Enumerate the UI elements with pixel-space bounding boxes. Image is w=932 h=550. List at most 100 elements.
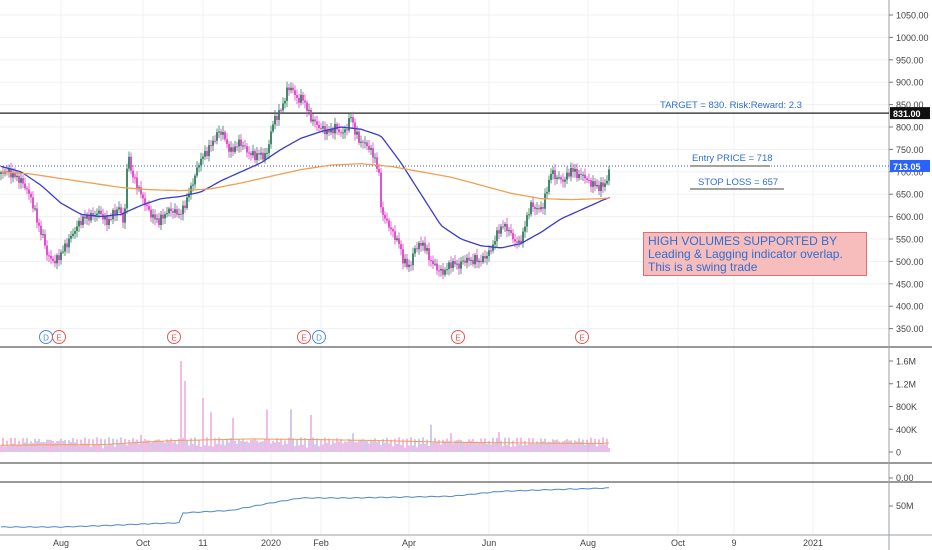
volume-bar (262, 441, 263, 452)
event-label: E (56, 334, 61, 343)
volume-bar (174, 441, 175, 452)
candle-body (504, 224, 506, 226)
volume-bar (442, 440, 443, 452)
candle-body (36, 208, 38, 222)
dividend-event-marker[interactable]: D (313, 331, 326, 344)
candle-body (358, 132, 360, 143)
candle-body (494, 241, 496, 244)
candle-body (192, 185, 194, 186)
volume-bar (92, 439, 93, 452)
candle-body (250, 153, 252, 155)
candle-body (122, 213, 124, 223)
candle-body (598, 185, 600, 191)
volume-bar (200, 447, 201, 452)
y-tick-label: 500.00 (896, 257, 924, 267)
volume-bar (606, 439, 607, 452)
earnings-event-marker[interactable]: E (576, 331, 589, 344)
volume-bar (342, 443, 343, 452)
volume-bar (102, 448, 103, 452)
volume-bar (186, 440, 187, 452)
earnings-event-marker[interactable]: E (452, 331, 465, 344)
candle-body (458, 264, 460, 269)
y-tick-label: 900.00 (896, 78, 924, 88)
candle-body (518, 241, 520, 243)
volume-bar (276, 438, 277, 452)
volume-bar (504, 438, 505, 452)
candle-body (154, 214, 156, 219)
candle-body (294, 90, 296, 95)
candle-body (42, 234, 44, 235)
volume-bar (348, 439, 349, 452)
volume-bar (458, 439, 459, 452)
candle-body (278, 110, 280, 120)
candle-body (490, 250, 492, 251)
candle-body (234, 146, 236, 151)
candle-body (418, 243, 420, 249)
volume-bar (0, 445, 1, 452)
candle-body (318, 125, 320, 128)
candle-body (134, 177, 136, 178)
volume-bar (288, 438, 289, 452)
candle-body (216, 132, 218, 141)
candle-body (486, 256, 488, 259)
candle-body (442, 269, 444, 275)
volume-bar (38, 439, 39, 452)
y-tick-label: 950.00 (896, 55, 924, 65)
candle-body (300, 95, 302, 103)
candle-body (440, 269, 442, 271)
volume-bar (66, 444, 67, 452)
volume-bar (476, 442, 477, 452)
volume-bar (554, 440, 555, 452)
volume-bar (78, 445, 79, 452)
volume-bar (24, 442, 25, 452)
candle-body (346, 129, 348, 130)
volume-bar (224, 445, 225, 452)
candle-body (246, 146, 248, 152)
volume-bar (364, 441, 365, 452)
earnings-event-marker[interactable]: E (298, 331, 311, 344)
volume-bar (526, 445, 527, 452)
volume-bar (310, 415, 311, 452)
event-label: D (316, 334, 322, 343)
candle-body (528, 214, 530, 215)
candle-body (380, 173, 382, 208)
dividend-event-marker[interactable]: D (40, 331, 53, 344)
candle-body (510, 230, 512, 233)
volume-bar (486, 444, 487, 452)
candle-body (536, 208, 538, 209)
candle-body (146, 205, 148, 206)
candle-body (496, 230, 498, 241)
candle-body (180, 214, 182, 215)
candle-body (50, 256, 52, 259)
candle-body (350, 117, 352, 118)
volume-bar (390, 440, 391, 452)
candle-body (390, 228, 392, 230)
y-tick-label: 800.00 (896, 123, 924, 133)
candle-body (158, 218, 160, 225)
candle-body (286, 88, 288, 101)
volume-bar (56, 441, 57, 452)
candle-body (204, 151, 206, 157)
volume-bar (88, 439, 89, 452)
candle-body (280, 110, 282, 111)
candle-body (54, 261, 56, 263)
candle-body (118, 207, 120, 209)
volume-bar (332, 441, 333, 452)
candle-body (366, 142, 368, 146)
volume-bar (290, 409, 291, 452)
last-price-label: 713.05 (893, 162, 921, 172)
candle-body (276, 116, 278, 120)
volume-bar (136, 440, 137, 452)
candle-body (464, 261, 466, 263)
volume-bar (446, 439, 447, 452)
candle-body (262, 153, 264, 160)
earnings-event-marker[interactable]: E (53, 331, 66, 344)
earnings-event-marker[interactable]: E (168, 331, 181, 344)
volume-bar (546, 443, 547, 452)
volume-bar (494, 443, 495, 452)
candle-body (90, 213, 92, 220)
candle-body (416, 248, 418, 249)
candle-body (22, 178, 24, 183)
candle-body (230, 147, 232, 151)
candle-body (608, 169, 610, 180)
